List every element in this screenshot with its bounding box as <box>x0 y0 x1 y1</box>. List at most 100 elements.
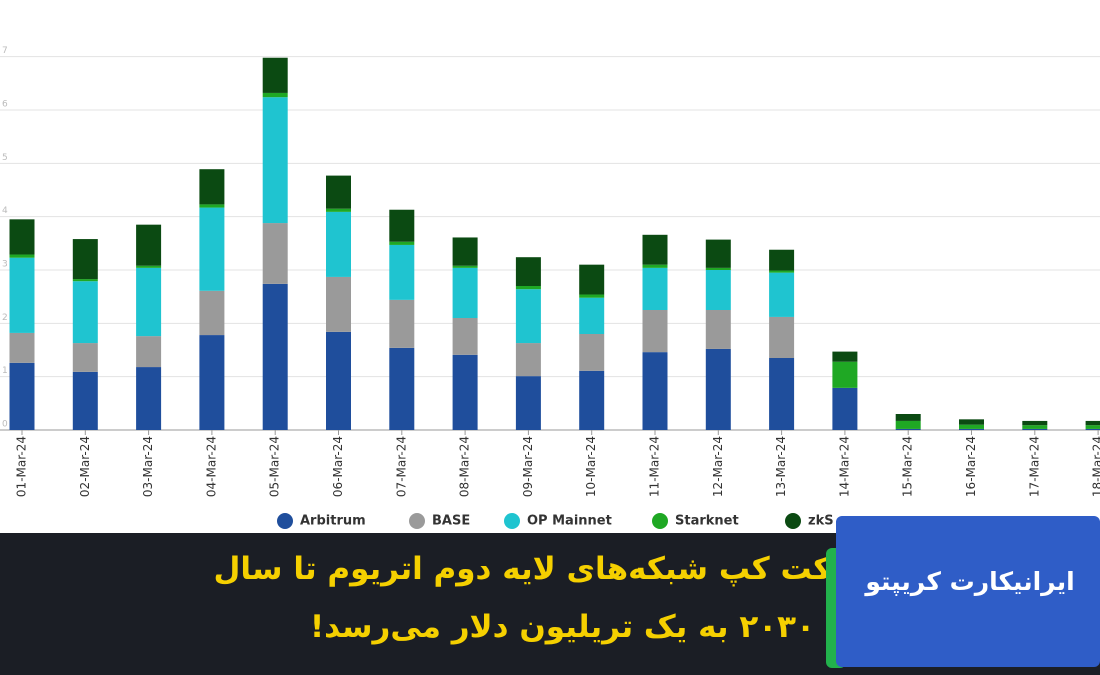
bar-segment <box>199 169 225 205</box>
bar-segment <box>515 289 541 344</box>
bar-segment <box>642 234 668 265</box>
chart: 0 1 2 3 4 5 6 7 01-Mar-24 02-Mar-24 03-Mar-24 04-Ma… <box>0 46 1100 529</box>
bar-segment <box>895 428 921 430</box>
legend-label: BASE <box>432 514 470 529</box>
bar-segment <box>199 204 225 208</box>
bar-segment <box>832 387 858 430</box>
x-tick-label: 06-Mar-24 <box>331 436 345 497</box>
legend-label: zkS <box>808 514 834 529</box>
bar-segment <box>199 207 225 291</box>
legend-label: OP Mainnet <box>527 514 612 529</box>
y-tick-label: 6 <box>2 100 8 110</box>
bar-segment <box>9 332 35 363</box>
brand-box <box>836 516 1100 667</box>
bar-segment <box>579 264 605 295</box>
x-tick-label: 09-Mar-24 <box>521 436 535 497</box>
bar-segment <box>769 358 795 430</box>
bar-segment <box>136 224 162 266</box>
x-tick-label: 11-Mar-24 <box>648 436 662 497</box>
bar-segment <box>452 318 478 355</box>
x-tick-label: 04-Mar-24 <box>204 436 218 497</box>
bar-segment <box>9 257 35 333</box>
bar-segment <box>515 343 541 377</box>
bar-segment <box>326 276 351 332</box>
bar-segment <box>959 428 984 430</box>
x-tick-label: 14-Mar-24 <box>837 436 851 497</box>
bar-segment <box>262 283 288 430</box>
bar-segment <box>389 209 415 242</box>
headline-1: مارکت کپ شبکه‌های لایه دوم اتریوم تا سال <box>214 551 881 587</box>
bar-segment <box>1022 428 1048 430</box>
x-tick-label: 12-Mar-24 <box>711 436 725 497</box>
bar-segment <box>136 367 162 430</box>
bar-segment <box>389 299 415 348</box>
bar-segment <box>136 265 162 268</box>
bar-segment <box>72 239 98 280</box>
bar-segment <box>642 264 668 268</box>
bar-segment <box>262 97 288 224</box>
bar-segment <box>262 57 288 93</box>
bar-segment <box>579 370 605 430</box>
bar-segment <box>705 348 731 430</box>
y-tick-label: 1 <box>2 366 8 376</box>
bar-segment <box>579 334 605 371</box>
bar-segment <box>515 376 541 430</box>
x-tick-label: 18-Mar-24 <box>1091 436 1100 497</box>
legend-label: Arbitrum <box>300 514 366 529</box>
bar-segment <box>1085 428 1100 430</box>
bar-segment <box>199 290 225 336</box>
bar-segment <box>705 239 731 268</box>
bar-segment <box>72 281 98 344</box>
bar-segment <box>642 352 668 430</box>
x-tick-label: 01-Mar-24 <box>15 436 29 497</box>
bar-segment <box>72 371 98 430</box>
bar-segment <box>1085 420 1100 426</box>
x-tick-label: 13-Mar-24 <box>774 436 788 497</box>
bar-segment <box>1085 425 1100 429</box>
legend-marker <box>409 513 425 529</box>
bar-segment <box>642 267 668 310</box>
y-tick-label: 5 <box>2 153 8 163</box>
bar-segment <box>9 362 35 430</box>
bar-segment <box>769 272 795 317</box>
bar-segment <box>136 336 162 368</box>
bar-segment <box>705 310 731 349</box>
x-tick-label: 03-Mar-24 <box>141 436 155 497</box>
bar-segment <box>389 244 415 300</box>
bar-segment <box>579 294 605 298</box>
bar-segment <box>9 219 35 255</box>
bar-segment <box>1022 420 1048 426</box>
bar-segment <box>515 286 541 290</box>
y-tick-label: 3 <box>2 260 8 270</box>
bar-segment <box>262 223 288 284</box>
bar-segment <box>452 354 478 430</box>
bar-segment <box>136 267 162 337</box>
bar-segment <box>769 270 795 273</box>
x-tick-label: 15-Mar-24 <box>901 436 915 497</box>
y-tick-label: 7 <box>2 46 8 56</box>
bar-segment <box>515 257 541 286</box>
bar-segment <box>895 420 921 429</box>
x-tick-label: 02-Mar-24 <box>78 436 92 497</box>
x-tick-label: 17-Mar-24 <box>1027 436 1041 497</box>
bar-segment <box>389 241 415 245</box>
y-tick-label: 0 <box>2 420 8 430</box>
bar-segment <box>199 335 225 430</box>
y-tick-label: 2 <box>2 313 8 323</box>
bar-segment <box>72 279 98 282</box>
x-tick-label: 10-Mar-24 <box>584 436 598 497</box>
bar-segment <box>9 254 35 258</box>
bar-segment <box>389 347 415 430</box>
bar-segment <box>452 237 478 266</box>
bar-segment <box>832 351 858 362</box>
bar-segment <box>452 265 478 268</box>
bar-segment <box>832 361 858 388</box>
bar-segment <box>72 343 98 372</box>
x-tick-label: 16-Mar-24 <box>964 436 978 497</box>
bar-segment <box>326 211 351 277</box>
bar-segment <box>1022 425 1048 429</box>
bar-segment <box>326 331 351 430</box>
bar-segment <box>959 424 984 429</box>
bar-segment <box>642 310 668 353</box>
